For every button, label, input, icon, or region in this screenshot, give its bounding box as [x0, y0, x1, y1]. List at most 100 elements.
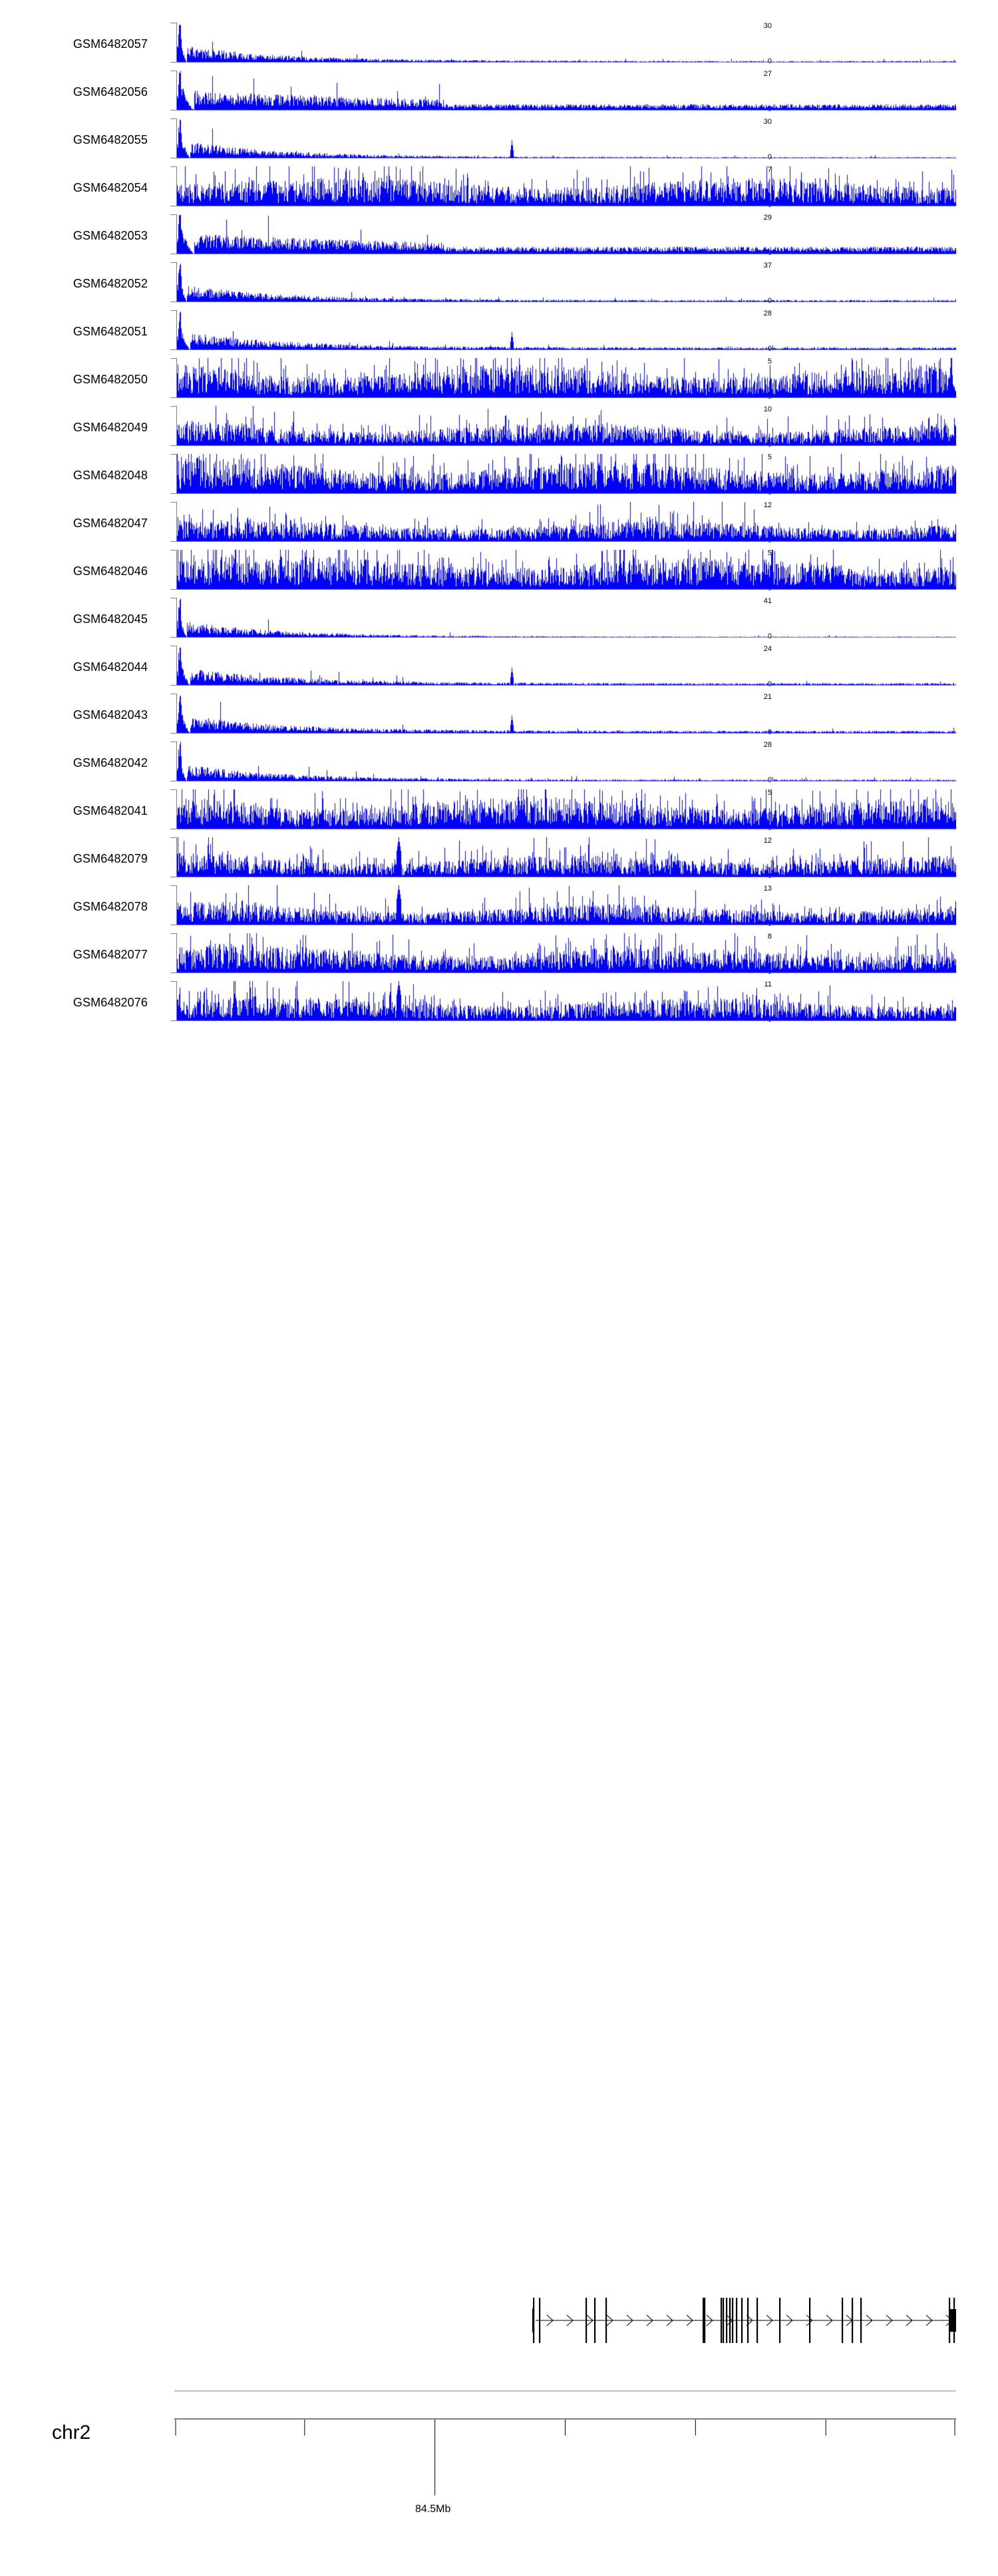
signal-track-row[interactable]: GSM6482046 50	[0, 546, 998, 594]
track-plot-area[interactable]: 280	[170, 742, 956, 784]
signal-track-row[interactable]: GSM6482043 210	[0, 690, 998, 738]
track-plot-area[interactable]: 300	[170, 118, 956, 161]
gene-strand-arrow	[546, 2314, 554, 2321]
track-plot-area[interactable]: 210	[170, 694, 956, 736]
signal-track-row[interactable]: GSM6482077 80	[0, 929, 998, 977]
track-plot-area[interactable]: 410	[170, 598, 956, 640]
track-label: GSM6482077	[73, 948, 148, 961]
track-signal-histogram	[177, 502, 956, 542]
y-axis-spine	[170, 885, 177, 925]
signal-track-row[interactable]: GSM6482057 300	[0, 19, 998, 67]
gene-exon	[726, 2298, 728, 2343]
track-label: GSM6482055	[73, 133, 148, 146]
track-signal-histogram	[177, 885, 956, 925]
gene-exon	[860, 2298, 862, 2343]
gene-strand-arrow	[706, 2320, 713, 2326]
signal-track-row[interactable]: GSM6482051 280	[0, 306, 998, 354]
track-label: GSM6482079	[73, 852, 148, 865]
gene-exon	[539, 2298, 541, 2343]
y-axis-tick-zero	[170, 1020, 176, 1021]
signal-track-row[interactable]: GSM6482056 270	[0, 67, 998, 114]
track-plot-area[interactable]: 240	[170, 646, 956, 688]
track-plot-area[interactable]: 70	[170, 166, 956, 209]
signal-track-row[interactable]: GSM6482053 290	[0, 210, 998, 258]
gene-exon	[732, 2298, 734, 2343]
track-plot-area[interactable]: 110	[170, 981, 956, 1024]
gene-strand-arrow	[866, 2320, 873, 2326]
y-axis-tick-zero	[170, 589, 176, 590]
track-label: GSM6482047	[73, 517, 148, 530]
track-label: GSM6482048	[73, 469, 148, 482]
signal-track-row[interactable]: GSM6482044 240	[0, 642, 998, 690]
track-plot-area[interactable]: 120	[170, 502, 956, 544]
gene-exon	[703, 2298, 705, 2343]
gene-exon	[585, 2298, 587, 2343]
y-axis-tick-max	[170, 789, 176, 790]
track-plot-area[interactable]: 280	[170, 310, 956, 353]
track-signal-histogram	[177, 166, 956, 206]
track-plot-area[interactable]: 130	[170, 885, 956, 928]
y-axis-tick-max	[170, 118, 176, 119]
track-signal-histogram	[177, 118, 956, 158]
gene-model-svg	[532, 2298, 956, 2343]
signal-track-row[interactable]: GSM6482052 370	[0, 258, 998, 306]
gene-strand-arrow	[826, 2320, 833, 2326]
gene-exon	[704, 2298, 706, 2343]
signal-track-row[interactable]: GSM6482042 280	[0, 738, 998, 785]
track-label: GSM6482045	[73, 612, 148, 626]
track-plot-area[interactable]: 270	[170, 71, 956, 113]
signal-track-row[interactable]: GSM6482047 120	[0, 498, 998, 546]
track-plot-area[interactable]: 80	[170, 933, 956, 976]
signal-track-row[interactable]: GSM6482045 410	[0, 594, 998, 642]
chromosome-axis-svg[interactable]: 84.5Mb	[0, 2383, 998, 2556]
gene-strand-arrow	[646, 2314, 653, 2321]
gene-exon	[605, 2298, 607, 2343]
signal-track-row[interactable]: GSM6482079 120	[0, 833, 998, 881]
signal-track-row[interactable]: GSM6482048 50	[0, 450, 998, 498]
track-label: GSM6482053	[73, 229, 148, 242]
track-label: GSM6482049	[73, 421, 148, 434]
gene-exon	[741, 2298, 743, 2343]
signal-track-row[interactable]: GSM6482055 300	[0, 114, 998, 162]
gene-strand-arrow	[686, 2320, 693, 2326]
signal-track-row[interactable]: GSM6482050 50	[0, 354, 998, 402]
gene-model-track[interactable]	[0, 2290, 998, 2350]
signal-track-row[interactable]: GSM6482054 70	[0, 162, 998, 210]
gene-strand-arrow	[786, 2320, 793, 2326]
signal-track-row[interactable]: GSM6482049 100	[0, 402, 998, 450]
y-axis-spine	[170, 981, 177, 1021]
gene-exon	[532, 2308, 534, 2332]
gene-strand-arrow	[626, 2314, 633, 2321]
gene-strand-arrow	[766, 2320, 773, 2326]
track-plot-area[interactable]: 370	[170, 262, 956, 305]
gene-strand-arrow	[666, 2314, 673, 2321]
gene-strand-arrow	[786, 2314, 793, 2321]
track-plot-area[interactable]: 50	[170, 454, 956, 497]
track-plot-area[interactable]: 100	[170, 406, 956, 449]
track-signal-histogram	[177, 406, 956, 446]
track-plot-area[interactable]: 300	[170, 23, 956, 65]
gene-strand-arrow	[606, 2320, 613, 2326]
gene-strand-arrow	[646, 2320, 653, 2326]
signal-track-row[interactable]: GSM6482076 110	[0, 977, 998, 1025]
gene-strand-arrow	[866, 2314, 873, 2321]
gene-strand-arrow	[886, 2314, 893, 2321]
y-axis-tick-max	[170, 933, 176, 934]
track-plot-area[interactable]: 290	[170, 214, 956, 257]
y-axis-tick-zero	[170, 397, 176, 398]
track-plot-area[interactable]: 120	[170, 837, 956, 880]
gene-exon	[779, 2298, 781, 2343]
track-plot-area[interactable]: 50	[170, 789, 956, 832]
track-plot-area[interactable]: 50	[170, 550, 956, 592]
gene-exon	[842, 2298, 844, 2343]
y-axis-tick-zero	[170, 733, 176, 734]
y-axis-spine	[170, 23, 177, 63]
gene-exon	[747, 2298, 749, 2343]
gene-strand-arrow	[586, 2314, 593, 2321]
signal-track-row[interactable]: GSM6482041 50	[0, 785, 998, 833]
gene-exon	[729, 2298, 731, 2343]
signal-track-row[interactable]: GSM6482078 130	[0, 881, 998, 929]
y-axis-tick-zero	[170, 541, 176, 542]
track-plot-area[interactable]: 50	[170, 358, 956, 401]
y-axis-tick-max	[170, 981, 176, 982]
